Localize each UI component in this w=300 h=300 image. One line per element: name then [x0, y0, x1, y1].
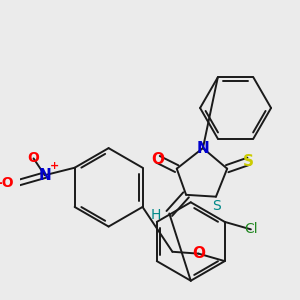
Text: O: O: [192, 246, 205, 261]
Text: S: S: [212, 199, 221, 213]
Text: H: H: [151, 208, 161, 222]
Text: S: S: [243, 154, 254, 169]
Text: O: O: [28, 152, 40, 165]
Text: +: +: [50, 161, 59, 171]
Text: O: O: [152, 152, 165, 167]
Text: -O: -O: [0, 176, 14, 190]
Text: Cl: Cl: [244, 222, 258, 236]
Text: N: N: [38, 168, 51, 183]
Text: N: N: [196, 141, 209, 156]
